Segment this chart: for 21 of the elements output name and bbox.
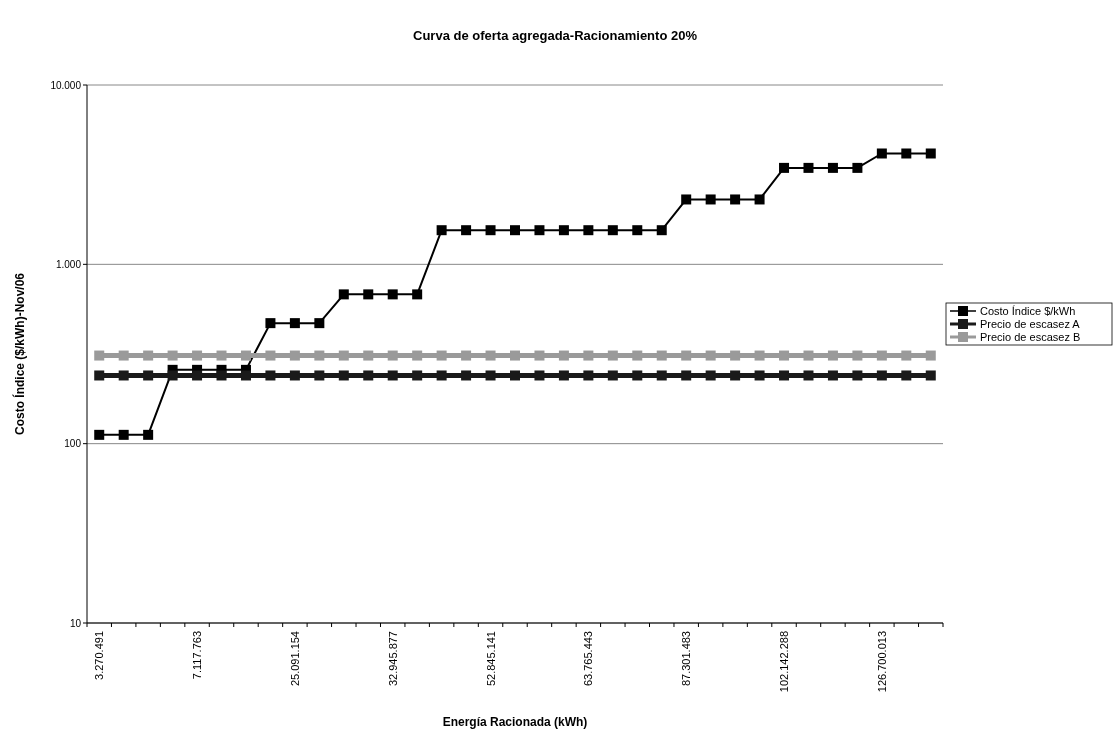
x-tick-label: 7.117.763 [191, 631, 204, 680]
legend-label: Precio de escasez A [980, 317, 1081, 330]
x-tick-label: 25.091.154 [288, 631, 301, 687]
y-tick-label: 10 [69, 617, 82, 629]
x-axis-title: Energía Racionada (kWh) [442, 715, 588, 729]
x-tick-label: 63.765.443 [582, 631, 595, 687]
chart-title: Curva de oferta agregada-Racionamiento 20% [413, 28, 698, 43]
legend-label: Precio de escasez B [980, 330, 1081, 343]
point [925, 148, 936, 159]
y-tick-label: 10.000 [50, 79, 82, 91]
y-tick-label: 1.000 [55, 258, 82, 270]
x-tick-label: 3.270.491 [93, 631, 106, 680]
y-axis-title: Costo Índice ($/kWh)-Nov/06 [12, 272, 27, 436]
y-tick-label: 100 [64, 438, 82, 450]
point [94, 429, 105, 440]
x-tick-label: 87.301.483 [680, 631, 693, 687]
x-tick-label: 102.142.288 [778, 631, 791, 693]
x-tick-label: 32.945.877 [386, 631, 399, 687]
legend-label: Costo Índice $/kWh [980, 304, 1076, 317]
x-tick-label: 52.845.141 [484, 631, 497, 687]
x-tick-label: 126.700.013 [875, 631, 888, 693]
